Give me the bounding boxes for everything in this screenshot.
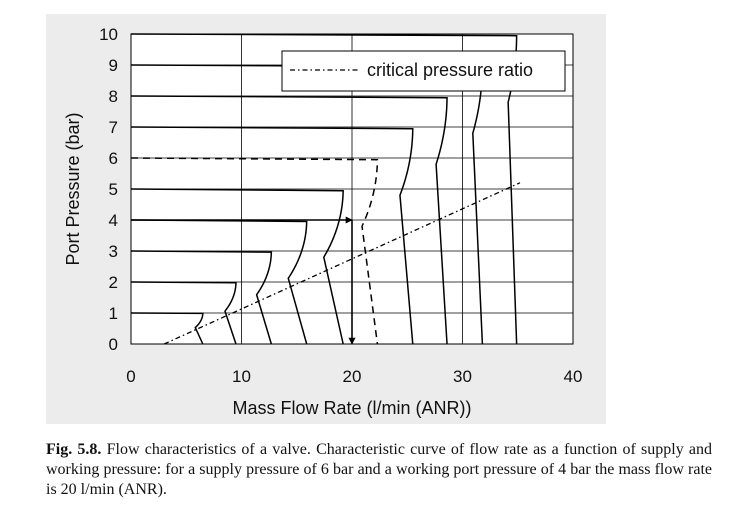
- legend-box: [281, 50, 566, 92]
- y-tick-label: 4: [109, 211, 118, 230]
- y-tick-label: 1: [109, 304, 118, 323]
- y-tick-label: 8: [109, 87, 118, 106]
- critical-pressure-ratio-line: [163, 182, 521, 345]
- curve-supply-8-bar: [130, 95, 448, 345]
- curve-supply-2-bar: [130, 281, 237, 345]
- x-axis-title: Mass Flow Rate (l/min (ANR)): [232, 398, 471, 418]
- y-tick-label: 3: [109, 242, 118, 261]
- x-tick-label: 30: [453, 367, 472, 386]
- y-tick-label: 9: [109, 56, 118, 75]
- x-tick-label: 40: [564, 367, 583, 386]
- x-tick-label: 10: [232, 367, 251, 386]
- y-tick-label: 6: [109, 149, 118, 168]
- x-tick-label: 0: [126, 367, 135, 386]
- y-tick-label: 0: [109, 335, 118, 354]
- legend: critical pressure ratio: [281, 50, 566, 92]
- curve-supply-4-bar: [130, 219, 308, 345]
- curve-supply-1-bar: [130, 312, 204, 345]
- y-tick-label: 7: [109, 118, 118, 137]
- legend-label-critical-pressure: critical pressure ratio: [367, 60, 533, 80]
- figure-number: Fig. 5.8.: [46, 441, 102, 458]
- figure-caption: Fig. 5.8. Flow characteristics of a valv…: [46, 440, 712, 500]
- y-tick-label: 2: [109, 273, 118, 292]
- y-axis-title: Port Pressure (bar): [63, 112, 83, 265]
- x-tick-label: 20: [343, 367, 362, 386]
- curve-supply-7-bar: [130, 126, 414, 345]
- flow-characteristics-chart: 0 1 2 3 4 5 6 7 8 9 10 0 10 20 30 40 Mass Flow Rate (l/…: [63, 25, 582, 418]
- figure-panel: 0 1 2 3 4 5 6 7 8 9 10 0 10 20 30 40 Mass Flow Rate (l/…: [46, 14, 606, 424]
- curve-supply-6-bar-dashed: [130, 157, 379, 345]
- curve-supply-3-bar: [130, 250, 273, 345]
- y-tick-label: 5: [109, 180, 118, 199]
- curve-supply-5-bar: [130, 188, 344, 345]
- tick-labels: 0 1 2 3 4 5 6 7 8 9 10 0 10 20 30 40: [99, 25, 582, 386]
- caption-text: Flow characteristics of a valve. Charact…: [46, 441, 712, 498]
- y-tick-label: 10: [99, 25, 118, 44]
